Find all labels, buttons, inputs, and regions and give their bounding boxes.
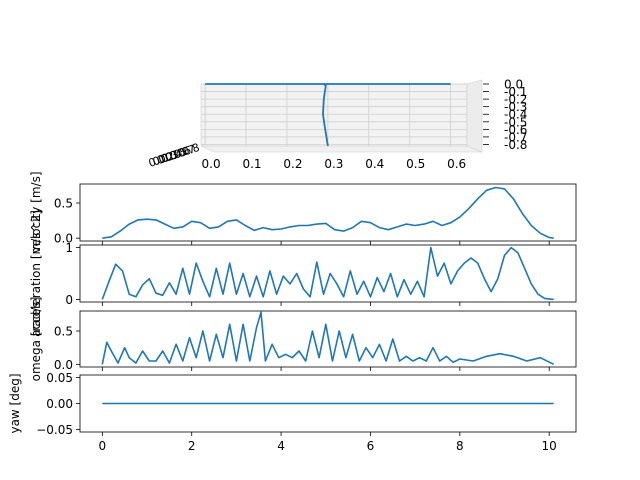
y-tick-label: 0.0 bbox=[54, 232, 73, 246]
omega-ylabel: omega [rad/s] bbox=[29, 297, 43, 382]
x-tick-label: 8 bbox=[456, 439, 464, 453]
y-tick-label: 0.3 bbox=[160, 148, 181, 166]
velocity-frame bbox=[79, 183, 577, 242]
x-tick-label: 0.4 bbox=[365, 157, 384, 171]
y-tick-label: 1 bbox=[65, 241, 73, 255]
y-tick-label: 0.5 bbox=[54, 197, 73, 211]
y-tick-label: 0.4 bbox=[164, 146, 185, 164]
pane-side bbox=[466, 79, 483, 153]
chart-layer: 0.0 0.1 0.2 0.3 0.4 0.5 0.60.0-0.1-0.2-0.3-0.4… bbox=[8, 78, 577, 453]
x-tick-label: 0.3 bbox=[324, 157, 343, 171]
z-tick-label: 0.0 bbox=[504, 78, 523, 92]
z-tick-label: -0.7 bbox=[504, 130, 527, 144]
trajectory3d-axes: 0.0 0.1 0.2 0.3 0.4 0.5 0.60.0-0.1-0.2-0.3-0.4… bbox=[147, 78, 528, 172]
x-tick-label: 0.2 bbox=[283, 157, 302, 171]
x-tick-label: 6 bbox=[367, 439, 375, 453]
y-tick-label: 0.00 bbox=[46, 397, 73, 411]
x-tick-label: 10 bbox=[542, 439, 557, 453]
z-tick-label: -0.1 bbox=[504, 85, 527, 99]
z-tick-label: -0.5 bbox=[504, 115, 527, 129]
x-tick-label: 0.1 bbox=[242, 157, 261, 171]
acceleration-line bbox=[101, 246, 554, 301]
yaw-axes: −0.05 0.00 0.05 0 2 4 6 8 10 yaw [deg] bbox=[8, 371, 577, 453]
z-tick-label: -0.3 bbox=[504, 100, 527, 114]
acceleration-axes: 0 1 acceleration [m/s^2] bbox=[29, 210, 577, 337]
velocity-ylabel: velocity [m/s] bbox=[29, 171, 43, 253]
acceleration-frame bbox=[79, 244, 577, 303]
y-tick-label: 0.1 bbox=[151, 151, 172, 169]
y-tick-label: 0.6 bbox=[172, 144, 193, 162]
pane-back bbox=[200, 83, 468, 147]
x-tick-label: 0.6 bbox=[447, 157, 466, 171]
acceleration-ylabel: acceleration [m/s^2] bbox=[29, 210, 43, 337]
yaw-ylabel: yaw [deg] bbox=[8, 373, 22, 433]
x-tick-label: 4 bbox=[277, 439, 285, 453]
trajectory-line bbox=[322, 83, 329, 147]
y-tick-label: −0.05 bbox=[36, 423, 73, 437]
pane-floor bbox=[200, 145, 483, 153]
z-tick-label: -0.2 bbox=[504, 93, 527, 107]
y-tick-label: 0.8 bbox=[181, 141, 202, 159]
velocity-line bbox=[102, 186, 554, 239]
x-tick-label: 2 bbox=[188, 439, 196, 453]
y-tick-label: 0.5 bbox=[54, 325, 73, 339]
omega-line bbox=[101, 311, 555, 366]
omega-axes: 0.0 0.5 omega [rad/s] bbox=[29, 297, 577, 382]
x-tick-label: 0.5 bbox=[406, 157, 425, 171]
z-tick-label: -0.4 bbox=[504, 108, 527, 122]
x-tick-label: 0 bbox=[99, 439, 107, 453]
z-tick-label: -0.8 bbox=[504, 138, 527, 152]
x-tick-label: 0.0 bbox=[202, 157, 221, 171]
y-tick-label: 0.0 bbox=[54, 358, 73, 372]
y-tick-label: 0.2 bbox=[155, 149, 176, 167]
y-tick-label: 0.7 bbox=[176, 142, 197, 160]
velocity-axes: 0.0 0.5 velocity [m/s] bbox=[29, 171, 577, 254]
y-tick-label: 0.05 bbox=[46, 371, 73, 385]
y-tick-label: 0.0 bbox=[147, 152, 168, 170]
z-tick-label: -0.6 bbox=[504, 123, 527, 137]
y-tick-label: 0.5 bbox=[168, 145, 189, 163]
y-tick-label: 0 bbox=[65, 293, 73, 307]
